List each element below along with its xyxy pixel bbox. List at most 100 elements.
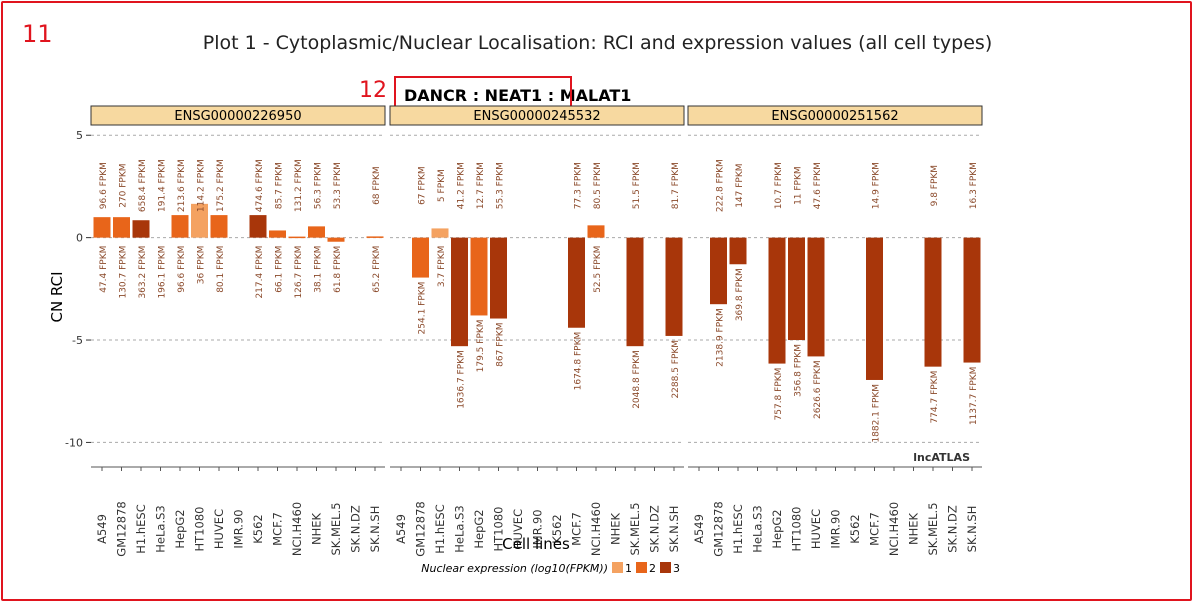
x-tick-label: HUVEC: [809, 509, 823, 549]
plot-title: Plot 1 - Cytoplasmic/Nuclear Localisatio…: [202, 32, 993, 54]
nuc-fpkm-label: 80.1 FPKM: [216, 246, 226, 293]
x-tick-label: NCI.H460: [887, 502, 901, 556]
nuc-fpkm-label: 47.4 FPKM: [99, 246, 109, 293]
nuc-fpkm-label: 96.6 FPKM: [177, 246, 187, 293]
bar: [269, 230, 286, 238]
cyto-fpkm-label: 474.6 FPKM: [255, 159, 265, 212]
nuc-fpkm-label: 757.8 FPKM: [774, 368, 784, 421]
y-axis-label: CN RCI: [48, 271, 66, 322]
bar: [587, 225, 605, 238]
cyto-fpkm-label: 114.2 FPKM: [197, 159, 207, 212]
y-tick-label: -10: [65, 436, 83, 449]
nuc-fpkm-label: 179.5 FPKM: [476, 319, 486, 372]
bar: [288, 236, 306, 239]
nuc-fpkm-label: 2288.5 FPKM: [671, 340, 681, 399]
bar: [412, 237, 429, 278]
cyto-fpkm-label: 191.4 FPKM: [158, 159, 168, 212]
cyto-fpkm-label: 5 FPKM: [437, 169, 447, 202]
x-tick-label: IMR.90: [829, 509, 843, 548]
cyto-fpkm-label: 67 FPKM: [418, 166, 428, 205]
x-tick-label: HUVEC: [212, 509, 226, 549]
x-tick-label: K562: [848, 514, 862, 544]
chart-title-part: :: [467, 86, 485, 105]
nuc-fpkm-label: 130.7 FPKM: [119, 246, 129, 299]
chart-title: DANCR : NEAT1 : MALAT1: [404, 86, 631, 105]
nuc-fpkm-label: 3.7 FPKM: [437, 246, 447, 287]
cyto-fpkm-label: 9.8 FPKM: [930, 165, 940, 206]
x-tick-label: H1.hESC: [731, 504, 745, 554]
x-tick-label: HUVEC: [511, 509, 525, 549]
nuc-fpkm-label: 356.8 FPKM: [794, 344, 804, 397]
nuc-fpkm-label: 2626.6 FPKM: [813, 360, 823, 419]
cyto-fpkm-label: 80.5 FPKM: [593, 162, 603, 209]
bar: [924, 237, 942, 367]
cyto-fpkm-label: 51.5 FPKM: [632, 162, 642, 209]
x-tick-label: A549: [692, 514, 706, 544]
cyto-fpkm-label: 270 FPKM: [119, 163, 129, 207]
bar: [626, 237, 644, 347]
nuc-fpkm-label: 774.7 FPKM: [930, 371, 940, 424]
x-tick-label: HT1080: [492, 507, 506, 552]
x-tick-label: MCF.7: [570, 512, 584, 546]
cyto-fpkm-label: 81.7 FPKM: [671, 162, 681, 209]
y-tick-label: 0: [76, 232, 83, 245]
facet-label: ENSG00000226950: [174, 109, 301, 124]
nuc-fpkm-label: 38.1 FPKM: [314, 246, 324, 293]
bar: [768, 237, 786, 364]
x-tick-label: GM12878: [115, 501, 129, 556]
bar: [210, 215, 228, 238]
x-tick-label: H1.hESC: [433, 504, 447, 554]
x-tick-label: SK.N.SH: [368, 506, 382, 553]
cyto-fpkm-label: 77.3 FPKM: [574, 162, 584, 209]
cyto-fpkm-label: 213.6 FPKM: [177, 159, 187, 212]
x-tick-label: SK.N.DZ: [946, 505, 960, 553]
x-tick-label: HepG2: [472, 509, 486, 548]
x-tick-label: A549: [394, 514, 408, 544]
legend-title: Nuclear expression (log10(FPKM)): [421, 562, 608, 575]
cyto-fpkm-label: 222.8 FPKM: [716, 159, 726, 212]
cyto-fpkm-label: 53.3 FPKM: [333, 162, 343, 209]
bar: [568, 237, 585, 328]
cyto-fpkm-label: 11 FPKM: [794, 166, 804, 205]
annotation-marker-outer: 11: [22, 20, 53, 48]
legend-label: 3: [673, 562, 680, 575]
bar: [249, 215, 267, 238]
x-tick-label: SK.N.DZ: [349, 505, 363, 553]
x-tick-label: NCI.H460: [290, 502, 304, 556]
nuc-fpkm-label: 369.8 FPKM: [735, 268, 745, 321]
chart-title-part: MALAT1: [560, 86, 632, 105]
annotation-marker-title: 12: [359, 78, 387, 103]
bar: [113, 217, 130, 238]
chart-title-part: :: [542, 86, 560, 105]
x-tick-label: NHEK: [609, 513, 623, 546]
legend-swatch: [660, 562, 671, 573]
facet-strip: [90, 105, 386, 126]
y-tick-label: 5: [76, 129, 83, 142]
nuc-fpkm-label: 1137.7 FPKM: [969, 367, 979, 426]
bar: [308, 226, 325, 238]
x-tick-label: SK.N.DZ: [648, 505, 662, 553]
nuc-fpkm-label: 66.1 FPKM: [275, 246, 285, 293]
x-tick-label: IMR.90: [531, 509, 545, 548]
x-tick-label: NCI.H460: [589, 502, 603, 556]
x-tick-label: SK.MEL.5: [926, 502, 940, 555]
nuc-fpkm-label: 61.8 FPKM: [333, 246, 343, 293]
y-tick-label: -5: [72, 334, 83, 347]
nuc-fpkm-label: 1882.1 FPKM: [872, 384, 882, 443]
nuc-fpkm-label: 196.1 FPKM: [158, 246, 168, 299]
cyto-fpkm-label: 658.4 FPKM: [138, 159, 148, 212]
x-tick-label: NHEK: [310, 513, 324, 546]
bar: [490, 237, 507, 319]
bar: [665, 237, 683, 336]
x-axis-label: Cell lines: [502, 535, 570, 553]
cyto-fpkm-label: 131.2 FPKM: [294, 159, 304, 212]
chart-title-part: NEAT1: [485, 86, 543, 105]
cyto-fpkm-label: 96.6 FPKM: [99, 162, 109, 209]
cyto-fpkm-label: 10.7 FPKM: [774, 162, 784, 209]
nuc-fpkm-label: 52.5 FPKM: [593, 246, 603, 293]
legend-swatch: [612, 562, 623, 573]
nuc-fpkm-label: 36 FPKM: [197, 246, 207, 285]
cyto-fpkm-label: 68 FPKM: [372, 166, 382, 205]
bar: [93, 217, 111, 238]
